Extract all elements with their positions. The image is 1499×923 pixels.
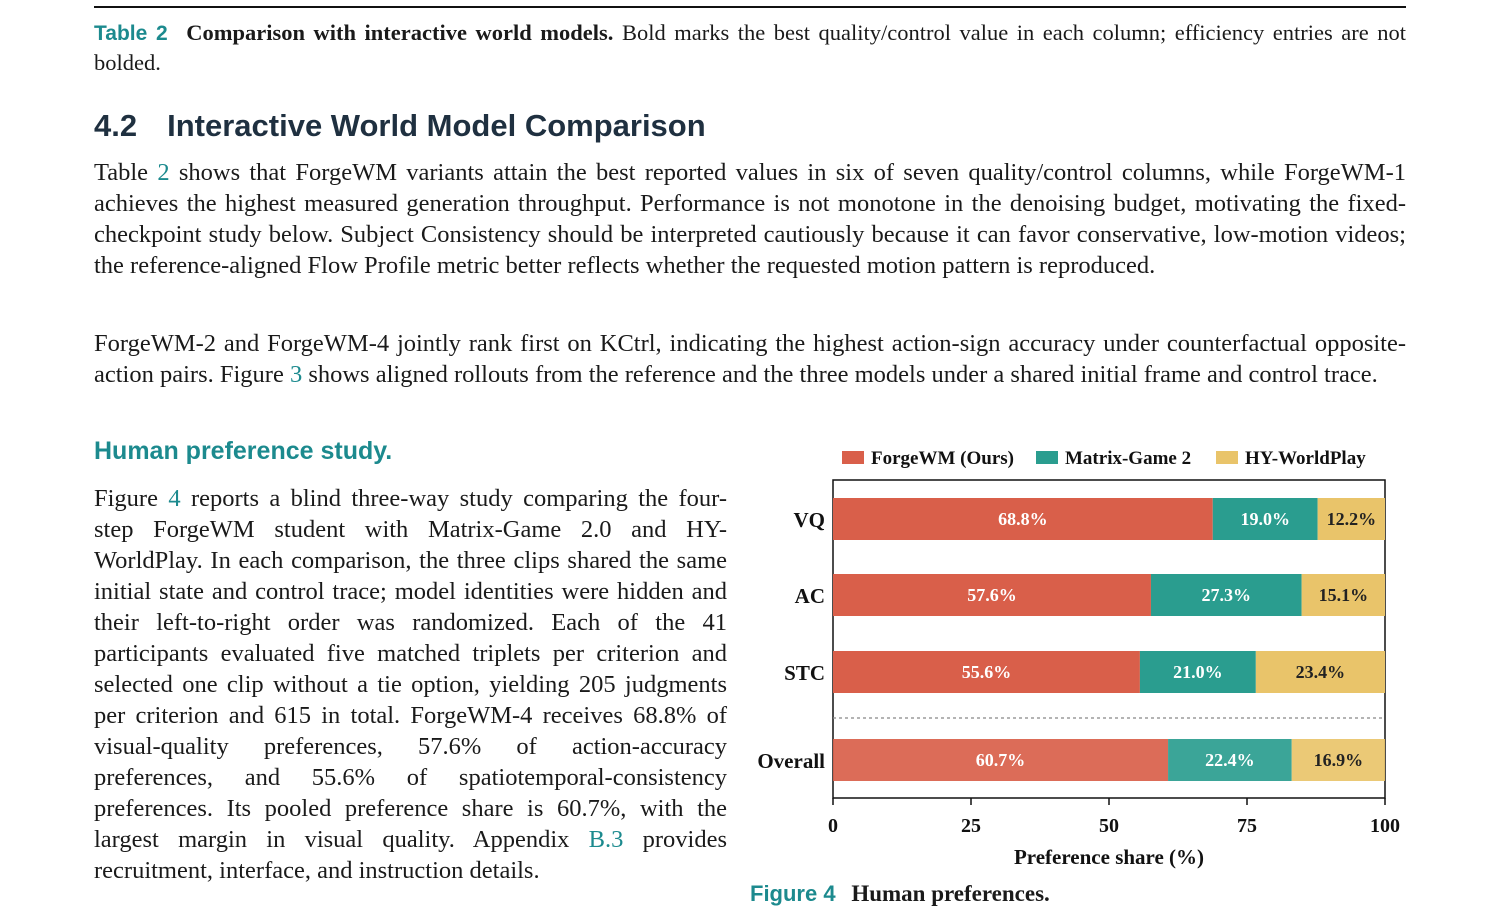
bar-segment [1301,574,1385,616]
legend-label: Matrix-Game 2 [1065,448,1191,469]
table-ref-link[interactable]: 2 [157,159,170,186]
bar-segment [833,651,1140,693]
bar-value-label: 60.7% [976,750,1026,770]
bar-segment [1150,574,1302,616]
legend-swatch [1036,451,1058,464]
figure-caption: Figure 4 Human preferences. [750,881,1050,907]
preference-chart-svg: ForgeWM (Ours) Matrix-Game 2 HY-WorldPlay 6… [757,448,1400,869]
x-tick-label: 25 [961,815,981,837]
bar-segment [1317,498,1385,540]
bar-segment [833,498,1213,540]
table-caption-text: Bold marks the best quality/control valu… [94,20,1407,75]
appendix-ref-link[interactable]: B.3 [588,826,624,853]
top-rule [94,6,1406,8]
bar-value-label: 22.4% [1205,750,1255,770]
section-title: Interactive World Model Comparison [167,108,706,143]
legend-label: HY-WorldPlay [1245,448,1366,469]
x-tick-label: 100 [1370,815,1400,837]
table-caption: Table 2 Comparison with interactive worl… [94,18,1406,77]
para2-text-a: ForgeWM-2 and ForgeWM-4 jointly rank fir… [94,330,1406,388]
bar-value-label: 12.2% [1327,509,1377,529]
bar-segment [1291,739,1385,781]
paragraph-1: Table 2 shows that ForgeWM variants atta… [94,157,1406,281]
section-heading: 4.2 Interactive World Model Comparison [94,108,706,144]
bar-value-label: 23.4% [1296,662,1346,682]
legend-swatch [1216,451,1238,464]
table-caption-label: Table 2 [94,22,168,45]
bar-value-label: 16.9% [1314,750,1364,770]
figure-caption-title: Human preferences. [851,881,1050,906]
section-number: 4.2 [94,108,138,143]
para3-text-c: provides recruitment, interface, and ins… [94,826,728,884]
paragraph-3: Figure 4 reports a blind three-way study… [94,483,727,886]
bar-value-label: 55.6% [962,662,1012,682]
bar-segment [1255,651,1385,693]
bar-value-label: 68.8% [998,509,1047,529]
x-tick-label: 50 [1099,815,1119,837]
category-label: STC [784,661,825,685]
bar-value-label: 21.0% [1173,662,1223,682]
figure-3-ref-link[interactable]: 3 [289,361,303,388]
bar-value-label: 15.1% [1319,585,1369,605]
paragraph-2: ForgeWM-2 and ForgeWM-4 jointly rank fir… [94,328,1406,390]
category-label: AC [795,584,825,608]
para1-text-b: shows that ForgeWM variants attain the b… [94,159,1406,279]
figure-caption-label: Figure 4 [750,881,836,906]
bar-segment [1139,651,1256,693]
bar-value-label: 19.0% [1240,509,1290,529]
para2-text-b: shows aligned rollouts from the referenc… [302,361,1378,388]
table-caption-title: Comparison with interactive world models… [186,20,614,45]
subsection-heading: Human preference study. [94,437,393,465]
bar-value-label: 27.3% [1202,585,1252,605]
bar-segment [1168,739,1292,781]
x-axis-label: Preference share (%) [1014,845,1204,869]
para3-text-a: Figure [94,485,169,512]
x-tick-label: 0 [828,815,838,837]
bar-value-label: 57.6% [967,585,1017,605]
legend-label: ForgeWM (Ours) [871,448,1014,469]
bar-segment [833,739,1169,781]
bar-segment [833,574,1151,616]
para3-text-b: reports a blind three-way study comparin… [94,485,728,853]
para1-text-a: Table [94,159,158,186]
x-tick-label: 75 [1237,815,1257,837]
preference-chart: ForgeWM (Ours) Matrix-Game 2 HY-WorldPlay 6… [740,438,1420,878]
legend-swatch [842,451,864,464]
figure-4-ref-link[interactable]: 4 [168,485,181,512]
category-label: Overall [757,749,825,773]
category-label: VQ [794,508,826,532]
bar-segment [1212,498,1318,540]
